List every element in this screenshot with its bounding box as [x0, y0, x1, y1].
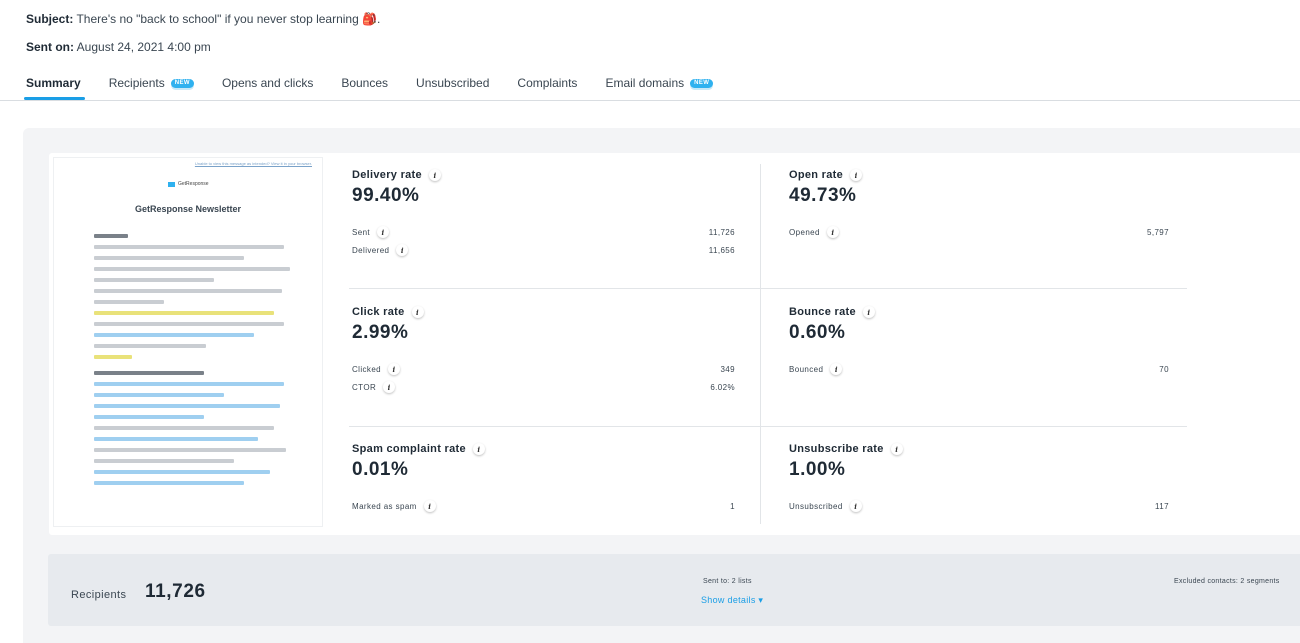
subject-label: Subject:	[26, 12, 74, 26]
metric-row-value: 117	[1155, 502, 1169, 511]
metric-title: Bounce rate	[789, 306, 856, 318]
sent-to-lists: Sent to: 2 lists	[703, 578, 752, 585]
recipients-label: Recipients	[71, 589, 127, 601]
info-icon[interactable]: i	[826, 226, 839, 238]
info-icon[interactable]: i	[862, 306, 875, 318]
subject-value: There's no "back to school" if you never…	[76, 12, 381, 26]
metrics-vertical-divider	[760, 164, 761, 524]
metric-row-label: Unsubscribed	[789, 501, 843, 511]
unsubscribe-rate-metric: Unsubscribe rate i 1.00% Unsubscribed i 11…	[789, 443, 1169, 533]
metrics-row-divider	[349, 288, 1187, 289]
metric-value: 0.01%	[352, 459, 409, 480]
metric-title: Unsubscribe rate	[789, 443, 884, 455]
summary-panel: Unable to view this message as intended?…	[23, 128, 1300, 643]
metric-value: 49.73%	[789, 185, 857, 206]
info-icon[interactable]: i	[850, 169, 863, 181]
metric-row-value: 349	[720, 365, 735, 374]
tab-opens-and-clicks[interactable]: Opens and clicks	[222, 76, 313, 90]
new-badge: NEW	[170, 78, 194, 88]
delivery-rate-metric: Delivery rate i 99.40% Sent i 11,726 Deliv…	[352, 169, 735, 279]
info-icon[interactable]: i	[377, 226, 390, 238]
info-icon[interactable]: i	[849, 500, 862, 512]
recipients-count: 11,726	[145, 581, 206, 602]
metric-value: 0.60%	[789, 322, 846, 343]
preview-logo: GetResponse	[168, 181, 209, 187]
sent-on-line: Sent on: August 24, 2021 4:00 pm	[26, 40, 211, 54]
metrics-row-divider	[349, 426, 1187, 427]
new-badge: NEW	[690, 78, 714, 88]
sent-on-value: August 24, 2021 4:00 pm	[76, 40, 211, 54]
info-icon[interactable]: i	[411, 306, 424, 318]
tab-unsubscribed[interactable]: Unsubscribed	[416, 76, 489, 90]
metric-row-value: 11,656	[708, 246, 735, 255]
tabs-divider	[0, 100, 1300, 101]
metric-title: Delivery rate	[352, 169, 422, 181]
open-rate-metric: Open rate i 49.73% Opened i 5,797	[789, 169, 1169, 279]
info-icon[interactable]: i	[388, 363, 401, 375]
spam-complaint-rate-metric: Spam complaint rate i 0.01% Marked as spa…	[352, 443, 735, 533]
metric-row-value: 1	[730, 502, 735, 511]
metric-row-label: Bounced	[789, 364, 824, 374]
info-icon[interactable]: i	[396, 244, 409, 256]
info-icon[interactable]: i	[423, 500, 436, 512]
metric-row-value: 6.02%	[710, 383, 735, 392]
metric-row-label: Marked as spam	[352, 501, 417, 511]
metric-value: 99.40%	[352, 185, 420, 206]
tab-summary[interactable]: Summary	[24, 76, 85, 100]
metric-row-label: Delivered	[352, 245, 390, 255]
show-details-link[interactable]: Show details ▾	[701, 595, 764, 605]
info-icon[interactable]: i	[383, 381, 396, 393]
preview-body	[94, 234, 294, 492]
metric-row-label: Sent	[352, 227, 371, 237]
email-preview-thumbnail[interactable]: Unable to view this message as intended?…	[53, 157, 323, 527]
report-tabs: Summary Recipients NEW Opens and clicks B…	[24, 76, 741, 100]
tab-label: Recipients	[108, 76, 165, 90]
subject-line: Subject: There's no "back to school" if …	[26, 12, 380, 26]
metric-title: Click rate	[352, 306, 405, 318]
click-rate-metric: Click rate i 2.99% Clicked i 349 CTOR i 6.0…	[352, 306, 735, 416]
tab-complaints[interactable]: Complaints	[517, 76, 577, 90]
excluded-contacts: Excluded contacts: 2 segments	[1174, 578, 1280, 585]
info-icon[interactable]: i	[472, 443, 485, 455]
tab-bounces[interactable]: Bounces	[341, 76, 388, 90]
metric-value: 2.99%	[352, 322, 409, 343]
tab-label: Email domains	[605, 76, 685, 90]
bounce-rate-metric: Bounce rate i 0.60% Bounced i 70	[789, 306, 1169, 416]
metric-value: 1.00%	[789, 459, 846, 480]
tab-label: Complaints	[517, 76, 578, 90]
preview-title: GetResponse Newsletter	[134, 204, 242, 214]
tab-label: Bounces	[341, 76, 389, 90]
metric-row-value: 11,726	[708, 228, 735, 237]
metric-title: Open rate	[789, 169, 844, 181]
metric-row-label: CTOR	[352, 382, 377, 392]
sent-on-label: Sent on:	[26, 40, 74, 54]
info-icon[interactable]: i	[830, 363, 843, 375]
preview-browser-link: Unable to view this message as intended?…	[194, 161, 312, 166]
tab-label: Unsubscribed	[416, 76, 490, 90]
tab-email-domains[interactable]: Email domains NEW	[605, 76, 714, 90]
metric-title: Spam complaint rate	[352, 443, 466, 455]
tab-label: Opens and clicks	[221, 76, 314, 90]
info-icon[interactable]: i	[428, 169, 441, 181]
metric-row-value: 70	[1159, 365, 1169, 374]
metric-row-label: Opened	[789, 227, 820, 237]
tab-label: Summary	[26, 76, 81, 90]
info-icon[interactable]: i	[890, 443, 903, 455]
preview-brand: GetResponse	[178, 181, 209, 187]
recipients-summary-bar: Recipients 11,726 Sent to: 2 lists Show …	[48, 554, 1300, 626]
metric-row-label: Clicked	[352, 364, 382, 374]
stats-card: Unable to view this message as intended?…	[49, 153, 1300, 535]
tab-recipients[interactable]: Recipients NEW	[109, 76, 194, 90]
envelope-icon	[168, 181, 175, 187]
metric-row-value: 5,797	[1146, 228, 1169, 237]
